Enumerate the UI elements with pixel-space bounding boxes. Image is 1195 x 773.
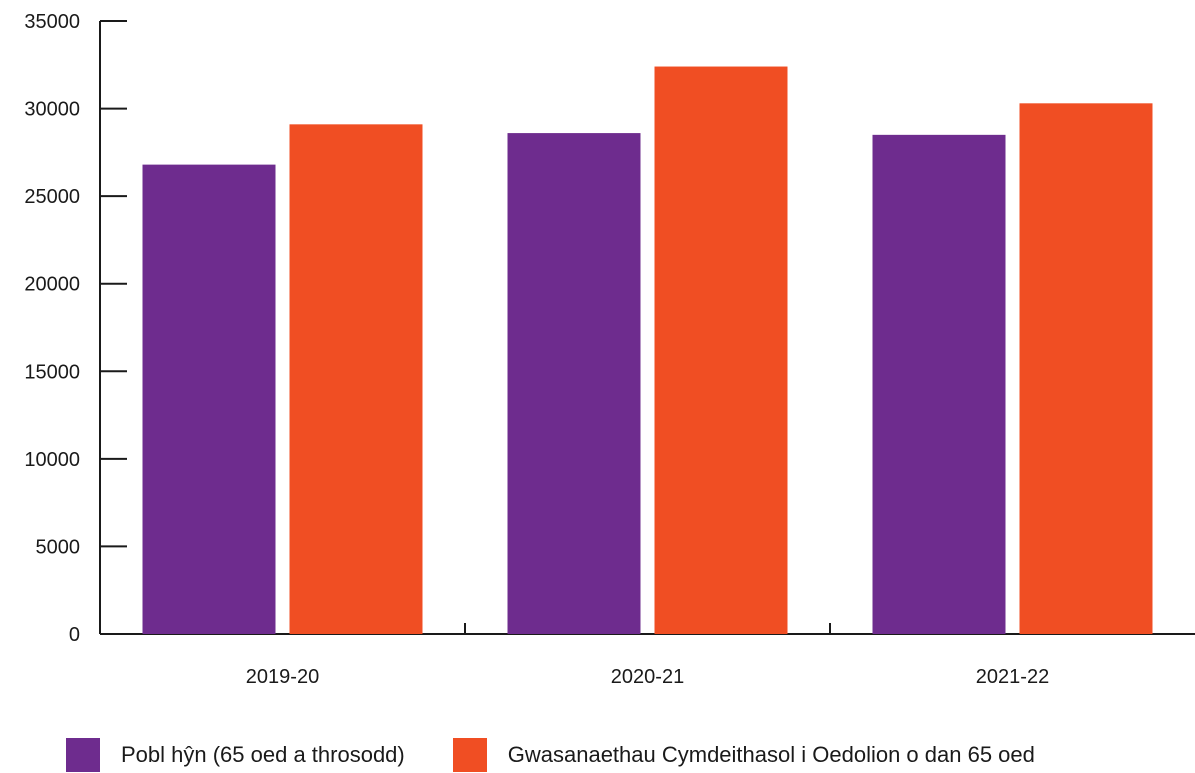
y-tick-label: 10000 [24,449,80,471]
y-tick-label: 0 [69,624,80,646]
bar-series-1-2019-20 [142,164,276,635]
legend-swatch-series-2 [452,738,487,772]
y-tick-label: 20000 [24,274,80,296]
x-axis: 2019-20 2020-21 2021-22 [100,623,1195,688]
y-tick-label: 25000 [24,186,80,208]
bar-series-1-2021-22 [872,134,1006,635]
bars [142,66,1153,635]
bar-series-2-2021-22 [1019,103,1153,635]
y-tick-label: 35000 [24,11,80,33]
legend-label-series-1: Pobl hŷn (65 oed a throsodd) [121,742,405,767]
y-tick-label: 5000 [36,536,81,558]
bar-series-2-2020-21 [654,66,788,635]
x-tick-label: 2019-20 [246,666,319,688]
legend-swatch-series-1 [66,738,100,772]
x-tick-label: 2020-21 [611,666,684,688]
legend-label-series-2: Gwasanaethau Cymdeithasol i Oedolion o d… [507,742,1035,767]
legend: Pobl hŷn (65 oed a throsodd) Gwasanaetha… [66,738,1083,772]
y-tick-label: 15000 [24,361,80,383]
x-tick-label: 2021-22 [976,666,1049,688]
bar-chart: 0 5000 10000 15000 20000 25000 30000 35000 2019… [24,11,1195,688]
bar-series-1-2020-21 [507,133,641,634]
legend-item-series-2: Gwasanaethau Cymdeithasol i Oedolion o d… [452,738,1035,772]
y-axis: 0 5000 10000 15000 20000 25000 30000 35000 [24,11,127,646]
y-tick-label: 30000 [24,99,80,121]
bar-series-2-2019-20 [289,124,423,634]
legend-item-series-1: Pobl hŷn (65 oed a throsodd) [66,738,405,772]
